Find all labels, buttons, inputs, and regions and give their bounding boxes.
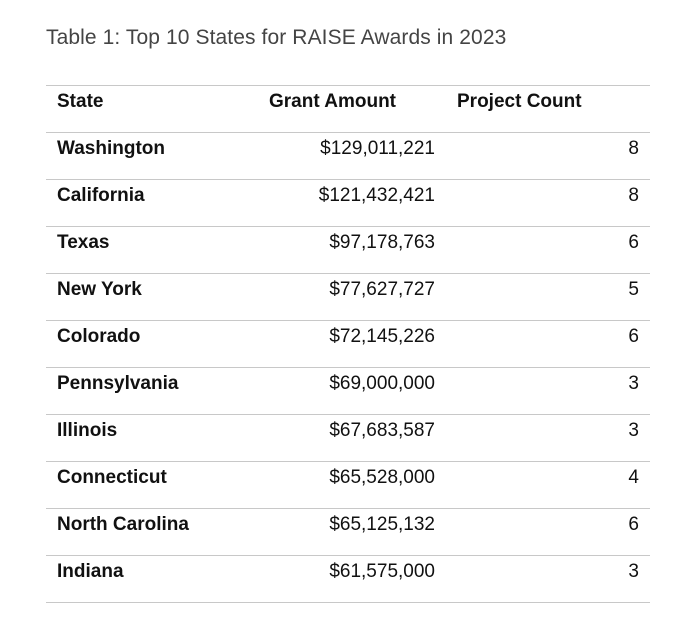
cell-state: Washington (57, 138, 165, 159)
cell-project-count: 5 (628, 279, 639, 300)
cell-grant-amount: $61,575,000 (329, 561, 435, 582)
cell-state: Texas (57, 232, 110, 253)
table-row: North Carolina $65,125,132 6 (46, 509, 650, 556)
table-row: Washington $129,011,221 8 (46, 133, 650, 180)
cell-project-count: 3 (628, 373, 639, 394)
cell-project-count: 3 (628, 561, 639, 582)
states-table: State Grant Amount Project Count Washing… (46, 85, 650, 603)
table-row: California $121,432,421 8 (46, 180, 650, 227)
cell-project-count: 8 (628, 185, 639, 206)
header-grant-amount: Grant Amount (269, 91, 397, 112)
cell-grant-amount: $121,432,421 (318, 185, 435, 206)
cell-grant-amount: $65,125,132 (329, 514, 435, 535)
header-project-count: Project Count (457, 91, 582, 112)
cell-state: Pennsylvania (57, 373, 179, 394)
cell-grant-amount: $77,627,727 (329, 279, 435, 300)
header-state: State (57, 91, 104, 112)
cell-state: Connecticut (57, 467, 167, 488)
cell-state: Illinois (57, 420, 118, 441)
cell-grant-amount: $72,145,226 (329, 326, 435, 347)
cell-state: Colorado (57, 326, 141, 347)
cell-grant-amount: $129,011,221 (320, 138, 435, 159)
cell-project-count: 6 (628, 326, 639, 347)
table-row: Colorado $72,145,226 6 (46, 321, 650, 368)
table-row: Connecticut $65,528,000 4 (46, 462, 650, 509)
table-row: Indiana $61,575,000 3 (46, 556, 650, 603)
table-row: Texas $97,178,763 6 (46, 227, 650, 274)
table-row: Pennsylvania $69,000,000 3 (46, 368, 650, 415)
table-caption: Table 1: Top 10 States for RAISE Awards … (46, 26, 507, 49)
cell-project-count: 6 (628, 232, 639, 253)
table-row: New York $77,627,727 5 (46, 274, 650, 321)
cell-project-count: 6 (628, 514, 639, 535)
cell-project-count: 4 (628, 467, 639, 488)
cell-grant-amount: $69,000,000 (329, 373, 435, 394)
cell-state: Indiana (57, 561, 124, 582)
cell-state: California (57, 185, 145, 206)
cell-grant-amount: $67,683,587 (329, 420, 435, 441)
cell-state: North Carolina (57, 514, 189, 535)
cell-state: New York (57, 279, 142, 300)
cell-grant-amount: $97,178,763 (329, 232, 435, 253)
table-row: Illinois $67,683,587 3 (46, 415, 650, 462)
cell-grant-amount: $65,528,000 (329, 467, 435, 488)
cell-project-count: 3 (628, 420, 639, 441)
cell-project-count: 8 (628, 138, 639, 159)
table-header-row: State Grant Amount Project Count (46, 86, 650, 133)
